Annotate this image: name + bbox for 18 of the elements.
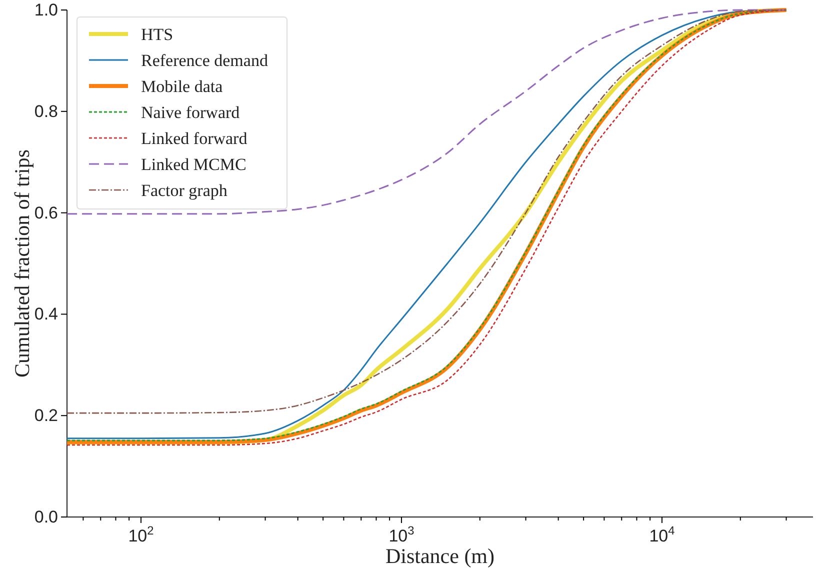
legend-label: Naive forward — [141, 102, 240, 122]
y-tick-label: 0.0 — [34, 507, 58, 526]
legend-label: Factor graph — [141, 180, 228, 200]
y-tick-label: 0.2 — [34, 406, 58, 426]
y-axis-title: Cumulated fraction of trips — [10, 149, 34, 378]
y-tick-label: 0.6 — [34, 203, 58, 222]
y-tick-label: 0.8 — [34, 102, 58, 121]
x-tick-label: 10$^{4}$ — [649, 523, 676, 546]
x-tick-label: 10$^{3}$ — [388, 523, 415, 546]
legend-label: Mobile data — [141, 76, 224, 96]
y-tick-label: 0.4 — [34, 304, 58, 324]
y-tick-label: 1.0 — [34, 0, 58, 20]
legend-label: Linked MCMC — [141, 154, 246, 174]
x-tick-label: 10$^{2}$ — [128, 523, 154, 546]
legend-label: Reference demand — [141, 50, 268, 70]
legend-label: Linked forward — [141, 128, 248, 148]
legend-label: HTS — [141, 24, 174, 44]
x-axis-title: Distance (m) — [385, 544, 495, 568]
